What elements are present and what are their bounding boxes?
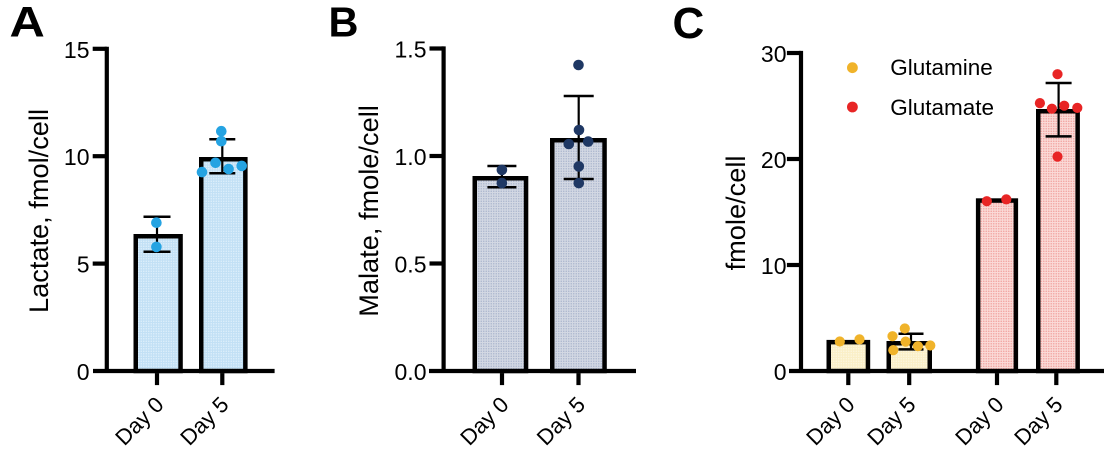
svg-text:15: 15 xyxy=(64,37,90,63)
svg-text:0: 0 xyxy=(77,359,90,385)
svg-text:Glutamine: Glutamine xyxy=(890,55,993,80)
svg-text:10: 10 xyxy=(64,144,90,170)
svg-text:0.0: 0.0 xyxy=(395,359,427,385)
svg-text:30: 30 xyxy=(761,41,787,67)
svg-text:20: 20 xyxy=(761,147,787,173)
svg-text:Lactate, fmol/cell: Lactate, fmol/cell xyxy=(23,109,54,313)
svg-text:10: 10 xyxy=(761,253,787,279)
svg-text:0.5: 0.5 xyxy=(395,252,427,278)
svg-text:Glutamate: Glutamate xyxy=(890,95,994,120)
svg-text:5: 5 xyxy=(77,252,90,278)
svg-text:1.0: 1.0 xyxy=(395,144,427,170)
svg-text:C: C xyxy=(673,0,705,48)
svg-text:Malate, fmole/cell: Malate, fmole/cell xyxy=(353,105,384,317)
svg-text:fmole/cell: fmole/cell xyxy=(720,156,751,271)
svg-text:A: A xyxy=(10,0,45,46)
svg-text:1.5: 1.5 xyxy=(395,37,427,63)
svg-text:B: B xyxy=(329,0,359,46)
svg-text:0: 0 xyxy=(774,359,787,385)
